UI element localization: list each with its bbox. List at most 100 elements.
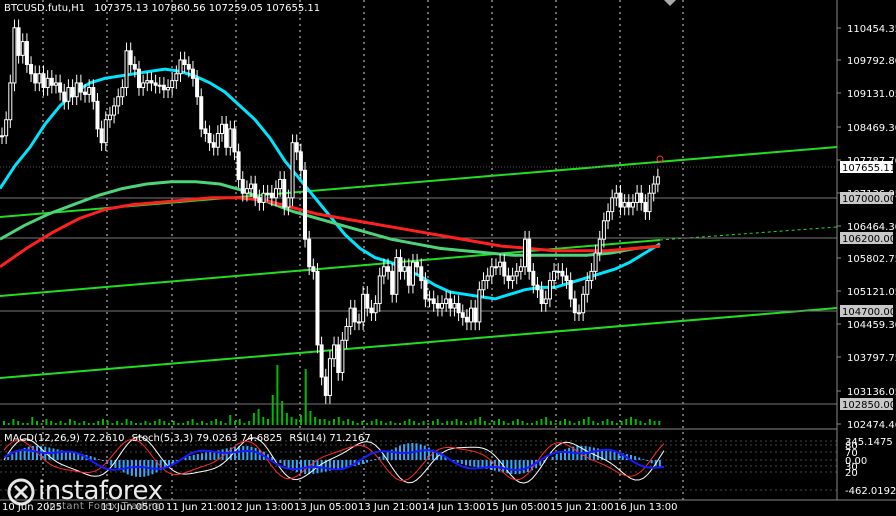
time-label: 13 Jun 05:00 <box>294 502 358 513</box>
candle-body <box>74 82 79 98</box>
candle-body <box>182 59 187 66</box>
price-axis: 110454.35109792.80109131.05108469.301077… <box>0 0 896 501</box>
time-label: 10 Jun 2025 <box>2 502 62 513</box>
candle-body <box>62 91 67 102</box>
candle-body <box>390 270 395 295</box>
candle-body <box>99 128 104 144</box>
horizontal-levels <box>0 166 837 405</box>
time-label: 11 Jun 05:00 <box>101 502 165 513</box>
candle-body <box>352 307 357 323</box>
brand-name: instaforex <box>38 476 163 506</box>
alert-marker-icon <box>656 155 664 163</box>
candle-body <box>448 298 453 309</box>
price-box-label: 104700.00 <box>842 307 896 318</box>
candle-body <box>120 87 125 98</box>
symbol-header: BTCUSD.futu,H1 107375.13 107860.56 10725… <box>4 3 320 14</box>
candle-body <box>377 275 382 305</box>
time-label: 16 Jun 13:00 <box>614 502 678 513</box>
time-label: 15 Jun 05:00 <box>486 502 550 513</box>
candle-body <box>635 192 640 203</box>
candle-body <box>394 257 399 295</box>
candle-body <box>606 211 611 222</box>
ma-line-2 <box>0 180 661 257</box>
candle-body <box>236 151 241 180</box>
candle-body <box>170 80 175 89</box>
candle-body <box>473 307 478 323</box>
candle-body <box>386 266 391 272</box>
scroll-marker-icon[interactable] <box>664 0 676 6</box>
candle-body <box>597 238 602 254</box>
candle-body <box>224 123 229 148</box>
price-tick-label: 108469.30 <box>847 123 896 134</box>
candle-body <box>547 280 552 300</box>
candle-body <box>199 96 204 130</box>
candle-body <box>78 82 83 93</box>
price-tick-label: 106464.30 <box>847 222 896 233</box>
price-tick-label: 110454.35 <box>847 24 896 35</box>
candle-body <box>556 270 561 273</box>
candle-body <box>647 192 652 213</box>
price-box <box>840 305 893 317</box>
time-axis: 10 Jun 2025 11 Jun 05:00 11 Jun 21:00 12 Ju… <box>2 502 678 513</box>
candle-body <box>107 114 112 121</box>
candle-body <box>527 238 532 272</box>
candle-body <box>37 73 42 84</box>
candle-body <box>153 82 158 86</box>
candle-body <box>70 87 75 98</box>
candle-body <box>124 50 129 89</box>
candle-body <box>290 142 295 199</box>
candle-body <box>91 87 96 102</box>
price-candles <box>0 19 664 404</box>
candle-body <box>327 358 332 396</box>
candle-body <box>220 123 224 134</box>
candle-body <box>66 87 71 102</box>
candle-body <box>141 82 146 89</box>
candle-body <box>49 77 54 86</box>
candle-body <box>402 266 407 272</box>
candle-body <box>444 298 449 305</box>
candle-body <box>440 303 444 309</box>
candle-body <box>564 275 569 282</box>
symbol-label: BTCUSD.futu,H1 <box>4 3 85 14</box>
price-box <box>840 192 893 204</box>
candle-body <box>639 192 644 203</box>
candle-body <box>273 188 278 199</box>
candle-body <box>41 73 46 89</box>
candle-body <box>166 87 171 91</box>
oscillator-level-label: 0.00 <box>845 456 867 467</box>
ohlc-values: 107375.13 107860.56 107259.05 107655.11 <box>94 3 320 14</box>
time-label: 11 Jun 21:00 <box>166 502 230 513</box>
candle-body <box>514 270 519 277</box>
time-label: 14 Jun 13:00 <box>422 502 486 513</box>
candle-body <box>535 284 540 291</box>
candle-body <box>469 307 474 323</box>
rsi-line <box>3 448 665 472</box>
oscillator-level-label: 20 <box>845 468 858 479</box>
candle-body <box>29 64 34 75</box>
candle-body <box>622 201 627 208</box>
price-tick-label: 102474.46 <box>847 420 896 431</box>
candle-body <box>207 132 212 144</box>
price-tick-label: 109792.80 <box>847 56 896 67</box>
candle-body <box>240 178 245 194</box>
instaforex-logo-icon <box>7 478 35 506</box>
candle-body <box>45 77 50 89</box>
price-tick-label: 105121.05 <box>847 287 896 298</box>
candle-body <box>190 68 195 79</box>
candle-body <box>489 266 494 277</box>
candle-body <box>128 50 133 66</box>
candle-body <box>215 132 220 148</box>
candle-body <box>195 77 200 98</box>
candle-body <box>365 293 370 309</box>
stoch-signal-line <box>3 438 665 482</box>
candle-body <box>211 142 216 148</box>
candle-body <box>651 183 656 194</box>
price-box-label: 106200.00 <box>842 234 896 245</box>
time-label: 13 Jun 21:00 <box>358 502 422 513</box>
candle-body <box>498 261 503 268</box>
candle-body <box>116 96 121 107</box>
candle-body <box>95 100 100 130</box>
candle-body <box>610 197 615 213</box>
